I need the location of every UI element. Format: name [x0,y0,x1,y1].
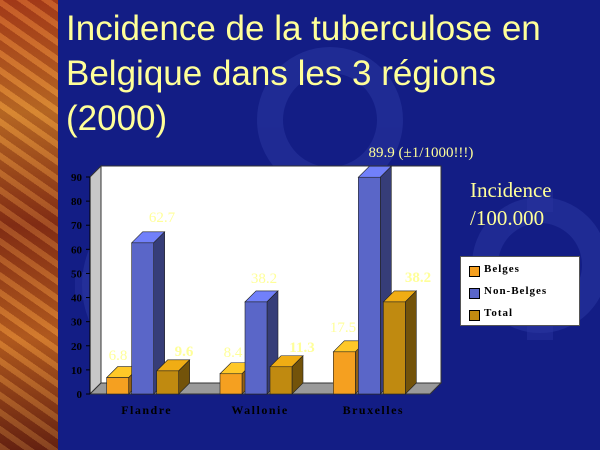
x-category-label: Flandre [121,403,172,417]
legend-label: Non-Belges [484,285,548,297]
y-tick-label: 40 [71,293,83,305]
bar-front [219,373,243,395]
bar-front [131,242,154,395]
data-label: 9.6 [175,344,194,360]
data-label: 38.2 [405,270,431,286]
y-tick-label: 50 [71,268,83,280]
data-label: 11.3 [289,340,314,356]
bar-total-bruxelles [382,290,418,395]
y-tick-label: 10 [71,365,83,377]
decorative-left-strip [0,0,58,450]
data-label: 89.9 (±1/1000!!!) [369,145,474,161]
data-label: 62.7 [149,210,176,226]
y-tick-label: 90 [71,172,83,184]
bar-front [358,176,381,395]
bar-non-belges-flandre [130,231,166,395]
y-tick-label: 20 [71,341,83,353]
incidence-line: Incidence [470,178,552,202]
x-category-label: Wallonie [231,403,288,417]
slide-title: Incidence de la tuberculose en Belgique … [66,6,586,141]
legend-label: Total [484,307,514,319]
y-tick-label: 70 [71,220,83,232]
bar-front [244,301,268,395]
bar-front [269,366,293,395]
data-label: 6.8 [109,348,128,364]
title-line: Belgique dans les 3 régions [66,54,497,93]
incidence-line: /100.000 [470,206,545,230]
bar-front [383,301,406,395]
y-tick-label: 80 [71,196,83,208]
bar-front [106,377,129,395]
bar-total-wallonie [269,355,304,395]
bar-front [156,370,179,395]
x-category-label: Bruxelles [343,403,405,417]
y-tick-label: 30 [71,317,83,329]
bar-total-flandre [155,359,191,395]
legend-label: Belges [484,263,520,275]
title-line: Incidence de la tuberculose en [66,9,541,48]
legend-swatch-total [469,310,480,321]
plot-side-wall [89,164,102,396]
bar-front [333,351,356,395]
data-label: 38.2 [251,271,277,287]
title-line: (2000) [66,99,168,138]
incidence-unit-label: Incidence /100.000 [470,176,552,232]
data-label: 17.5 [330,320,356,336]
chart-legend: Belges Non-Belges Total [460,256,580,326]
y-tick-label: 60 [71,244,83,256]
legend-swatch-belges [469,266,480,277]
legend-swatch-non-belges [469,288,480,299]
bar-side [405,290,417,395]
y-tick-label: 0 [77,389,83,401]
data-label: 8.4 [224,345,243,361]
